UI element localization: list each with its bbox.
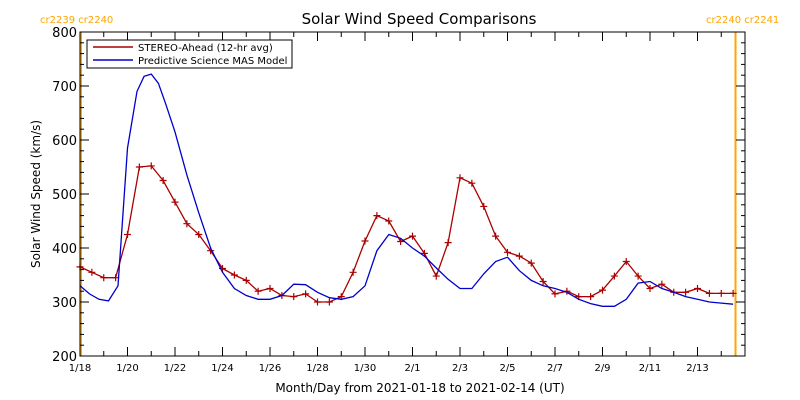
y-tick-label: 800 xyxy=(52,26,77,41)
stereo-data-point xyxy=(480,202,488,210)
legend-label-mas: Predictive Science MAS Model xyxy=(138,56,287,67)
x-tick-label: 2/7 xyxy=(547,363,563,374)
series-line-stereo xyxy=(79,165,734,303)
stereo-data-point xyxy=(658,280,666,288)
y-tick-label: 500 xyxy=(52,188,77,203)
stereo-data-point xyxy=(397,238,405,246)
y-tick-label: 300 xyxy=(52,296,77,311)
stereo-data-point xyxy=(492,232,500,240)
legend-box xyxy=(86,39,293,69)
stereo-data-point xyxy=(705,289,713,297)
stereo-data-point xyxy=(515,252,523,260)
stereo-data-point xyxy=(385,217,393,225)
stereo-data-point xyxy=(325,298,333,306)
stereo-data-point xyxy=(88,268,96,276)
stereo-data-point xyxy=(587,293,595,301)
x-tick-label: 2/9 xyxy=(594,363,610,374)
stereo-data-point xyxy=(159,177,167,184)
stereo-data-point xyxy=(171,198,179,206)
y-tick-label: 200 xyxy=(52,350,77,365)
stereo-data-point xyxy=(682,288,690,296)
stereo-data-point xyxy=(634,272,642,280)
carrington-right-label: cr2240 cr2241 xyxy=(706,15,779,26)
x-axis-label: Month/Day from 2021-01-18 to 2021-02-14 … xyxy=(275,381,564,395)
x-tick-label: 2/11 xyxy=(639,363,661,374)
stereo-data-point xyxy=(504,248,511,256)
x-tick-label: 1/24 xyxy=(211,363,233,374)
x-tick-label: 1/30 xyxy=(354,363,376,374)
stereo-data-point xyxy=(349,268,357,276)
stereo-data-point xyxy=(456,174,464,182)
x-tick-label: 1/18 xyxy=(69,363,91,374)
legend: STEREO-Ahead (12-hr avg) Predictive Scie… xyxy=(86,39,293,69)
stereo-data-point xyxy=(266,285,274,292)
stereo-data-point xyxy=(551,290,559,298)
stereo-data-point xyxy=(622,258,630,265)
stereo-data-point xyxy=(242,276,250,284)
stereo-data-point xyxy=(302,290,310,298)
stereo-data-point xyxy=(694,285,701,292)
stereo-data-point xyxy=(717,289,725,297)
stereo-data-point xyxy=(373,212,381,220)
x-tick-label: 2/5 xyxy=(499,363,515,374)
stereo-data-point xyxy=(230,271,238,279)
y-tick-label: 600 xyxy=(52,134,77,149)
x-tick-label: 2/1 xyxy=(404,363,420,374)
stereo-data-point xyxy=(314,298,321,306)
series-line-mas xyxy=(79,73,734,307)
y-axis-label: Solar Wind Speed (km/s) xyxy=(29,120,43,268)
stereo-data-point xyxy=(147,162,155,170)
x-tick-label: 1/22 xyxy=(164,363,186,374)
stereo-data-point xyxy=(468,179,476,187)
legend-label-stereo: STEREO-Ahead (12-hr avg) xyxy=(138,43,273,54)
stereo-data-point xyxy=(610,272,618,280)
x-tick-label: 1/20 xyxy=(116,363,138,374)
stereo-data-point xyxy=(729,289,737,297)
stereo-data-point xyxy=(124,231,131,238)
stereo-data-point xyxy=(599,286,606,294)
stereo-data-point xyxy=(254,287,262,295)
x-tick-label: 1/26 xyxy=(259,363,281,374)
stereo-data-point xyxy=(539,277,547,285)
stereo-data-point xyxy=(409,232,416,240)
stereo-data-point xyxy=(527,259,535,267)
stereo-data-point xyxy=(195,231,203,238)
plot-frame xyxy=(79,31,746,357)
carrington-left-label: cr2239 cr2240 xyxy=(40,15,113,26)
x-tick-label: 2/3 xyxy=(452,363,468,374)
stereo-data-point xyxy=(361,237,369,245)
stereo-data-point xyxy=(646,285,654,292)
x-tick-label: 2/13 xyxy=(686,363,708,374)
stereo-data-point xyxy=(100,274,108,282)
plot-area: 1/18 1/20 1/22 1/24 1/26 1/28 1/30 2/1 2/3 2/5 2/7… xyxy=(52,26,746,374)
stereo-data-point xyxy=(444,239,452,247)
y-tick-label: 400 xyxy=(52,242,77,257)
stereo-data-point xyxy=(135,163,143,171)
stereo-data-point xyxy=(290,293,298,301)
chart-title: Solar Wind Speed Comparisons xyxy=(302,10,537,28)
y-tick-label: 700 xyxy=(52,80,77,95)
stereo-data-point xyxy=(432,272,440,280)
stereo-data-point xyxy=(183,220,191,228)
x-tick-label: 1/28 xyxy=(306,363,328,374)
